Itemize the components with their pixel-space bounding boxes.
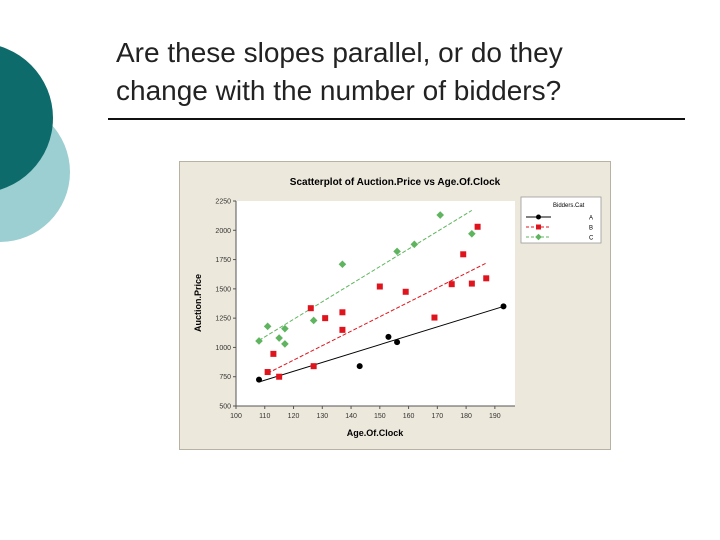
x-tick-label: 160 — [403, 413, 415, 420]
y-axis-ticks: 500 750 1000 1250 1500 1750 2000 2250 — [215, 199, 236, 411]
title-divider — [108, 118, 685, 120]
data-point-A — [500, 303, 507, 310]
plot-area — [236, 201, 515, 406]
data-point-B — [264, 369, 271, 376]
scatterplot-figure: Scatterplot of Auction.Price vs Age.Of.C… — [179, 161, 611, 450]
x-tick-label: 150 — [374, 413, 386, 420]
data-point-C — [281, 324, 289, 333]
data-point-B — [276, 373, 283, 380]
x-tick-label: 130 — [316, 413, 328, 420]
slide-title-line-1: Are these slopes parallel, or do they — [116, 37, 563, 68]
data-point-A — [394, 339, 401, 346]
data-points — [255, 211, 507, 383]
legend-marker-A — [536, 214, 541, 220]
data-point-C — [338, 260, 347, 269]
data-point-A — [256, 376, 263, 383]
data-point-B — [376, 283, 383, 290]
y-tick-label: 750 — [219, 374, 231, 381]
data-point-B — [322, 315, 329, 322]
decorative-circles — [0, 46, 70, 242]
slide-title-line-2: change with the number of bidders? — [116, 75, 562, 106]
fit-line-C — [258, 209, 473, 341]
y-tick-label: 1500 — [215, 286, 231, 293]
legend-label-A: A — [589, 216, 593, 222]
legend-marker-B — [536, 224, 541, 230]
data-point-B — [402, 288, 409, 295]
y-tick-label: 1250 — [215, 316, 231, 323]
x-tick-label: 140 — [345, 413, 357, 420]
data-point-C — [393, 247, 401, 256]
data-point-C — [281, 340, 289, 348]
data-point-B — [483, 275, 490, 282]
data-point-B — [474, 223, 481, 230]
y-tick-label: 2250 — [215, 199, 231, 206]
slide-title: Are these slopes parallel, or do they ch… — [116, 34, 696, 110]
data-point-C — [309, 316, 318, 325]
x-axis-label: Age.Of.Clock — [347, 428, 405, 438]
y-tick-label: 1750 — [215, 257, 231, 264]
legend: Bidders.Cat ABC — [520, 196, 602, 244]
data-point-B — [307, 305, 314, 312]
x-tick-label: 190 — [489, 413, 501, 420]
y-tick-label: 500 — [219, 404, 231, 411]
data-point-B — [460, 251, 467, 258]
data-point-B — [339, 326, 346, 333]
data-point-A — [385, 333, 392, 340]
fit-line-B — [267, 262, 487, 374]
y-axis-label: Auction.Price — [193, 274, 203, 332]
data-point-B — [270, 350, 277, 357]
data-point-C — [275, 334, 283, 342]
x-tick-label: 170 — [431, 413, 443, 420]
x-tick-label: 120 — [288, 413, 300, 420]
data-point-B — [310, 363, 317, 370]
scatterplot-chart: Scatterplot of Auction.Price vs Age.Of.C… — [179, 161, 611, 450]
x-tick-label: 180 — [460, 413, 472, 420]
chart-title: Scatterplot of Auction.Price vs Age.Of.C… — [290, 177, 501, 188]
regression-lines — [258, 209, 504, 383]
y-tick-label: 1000 — [215, 345, 231, 352]
y-tick-label: 2000 — [215, 228, 231, 235]
x-tick-label: 100 — [230, 413, 242, 420]
legend-label-B: B — [589, 226, 593, 232]
x-tick-label: 110 — [259, 413, 270, 420]
data-point-B — [468, 280, 475, 287]
data-point-B — [448, 281, 455, 288]
data-point-A — [356, 363, 363, 370]
data-point-C — [255, 337, 263, 345]
legend-label-C: C — [589, 236, 594, 242]
legend-box — [520, 196, 602, 244]
data-point-B — [431, 314, 438, 321]
x-axis-ticks: 100 110 120 130 140 150 160 170 180 190 — [230, 406, 501, 420]
fit-line-A — [258, 305, 504, 383]
data-point-B — [339, 309, 346, 316]
legend-title: Bidders.Cat — [553, 203, 585, 209]
dark-teal-circle — [0, 46, 53, 190]
data-point-C — [263, 322, 272, 331]
